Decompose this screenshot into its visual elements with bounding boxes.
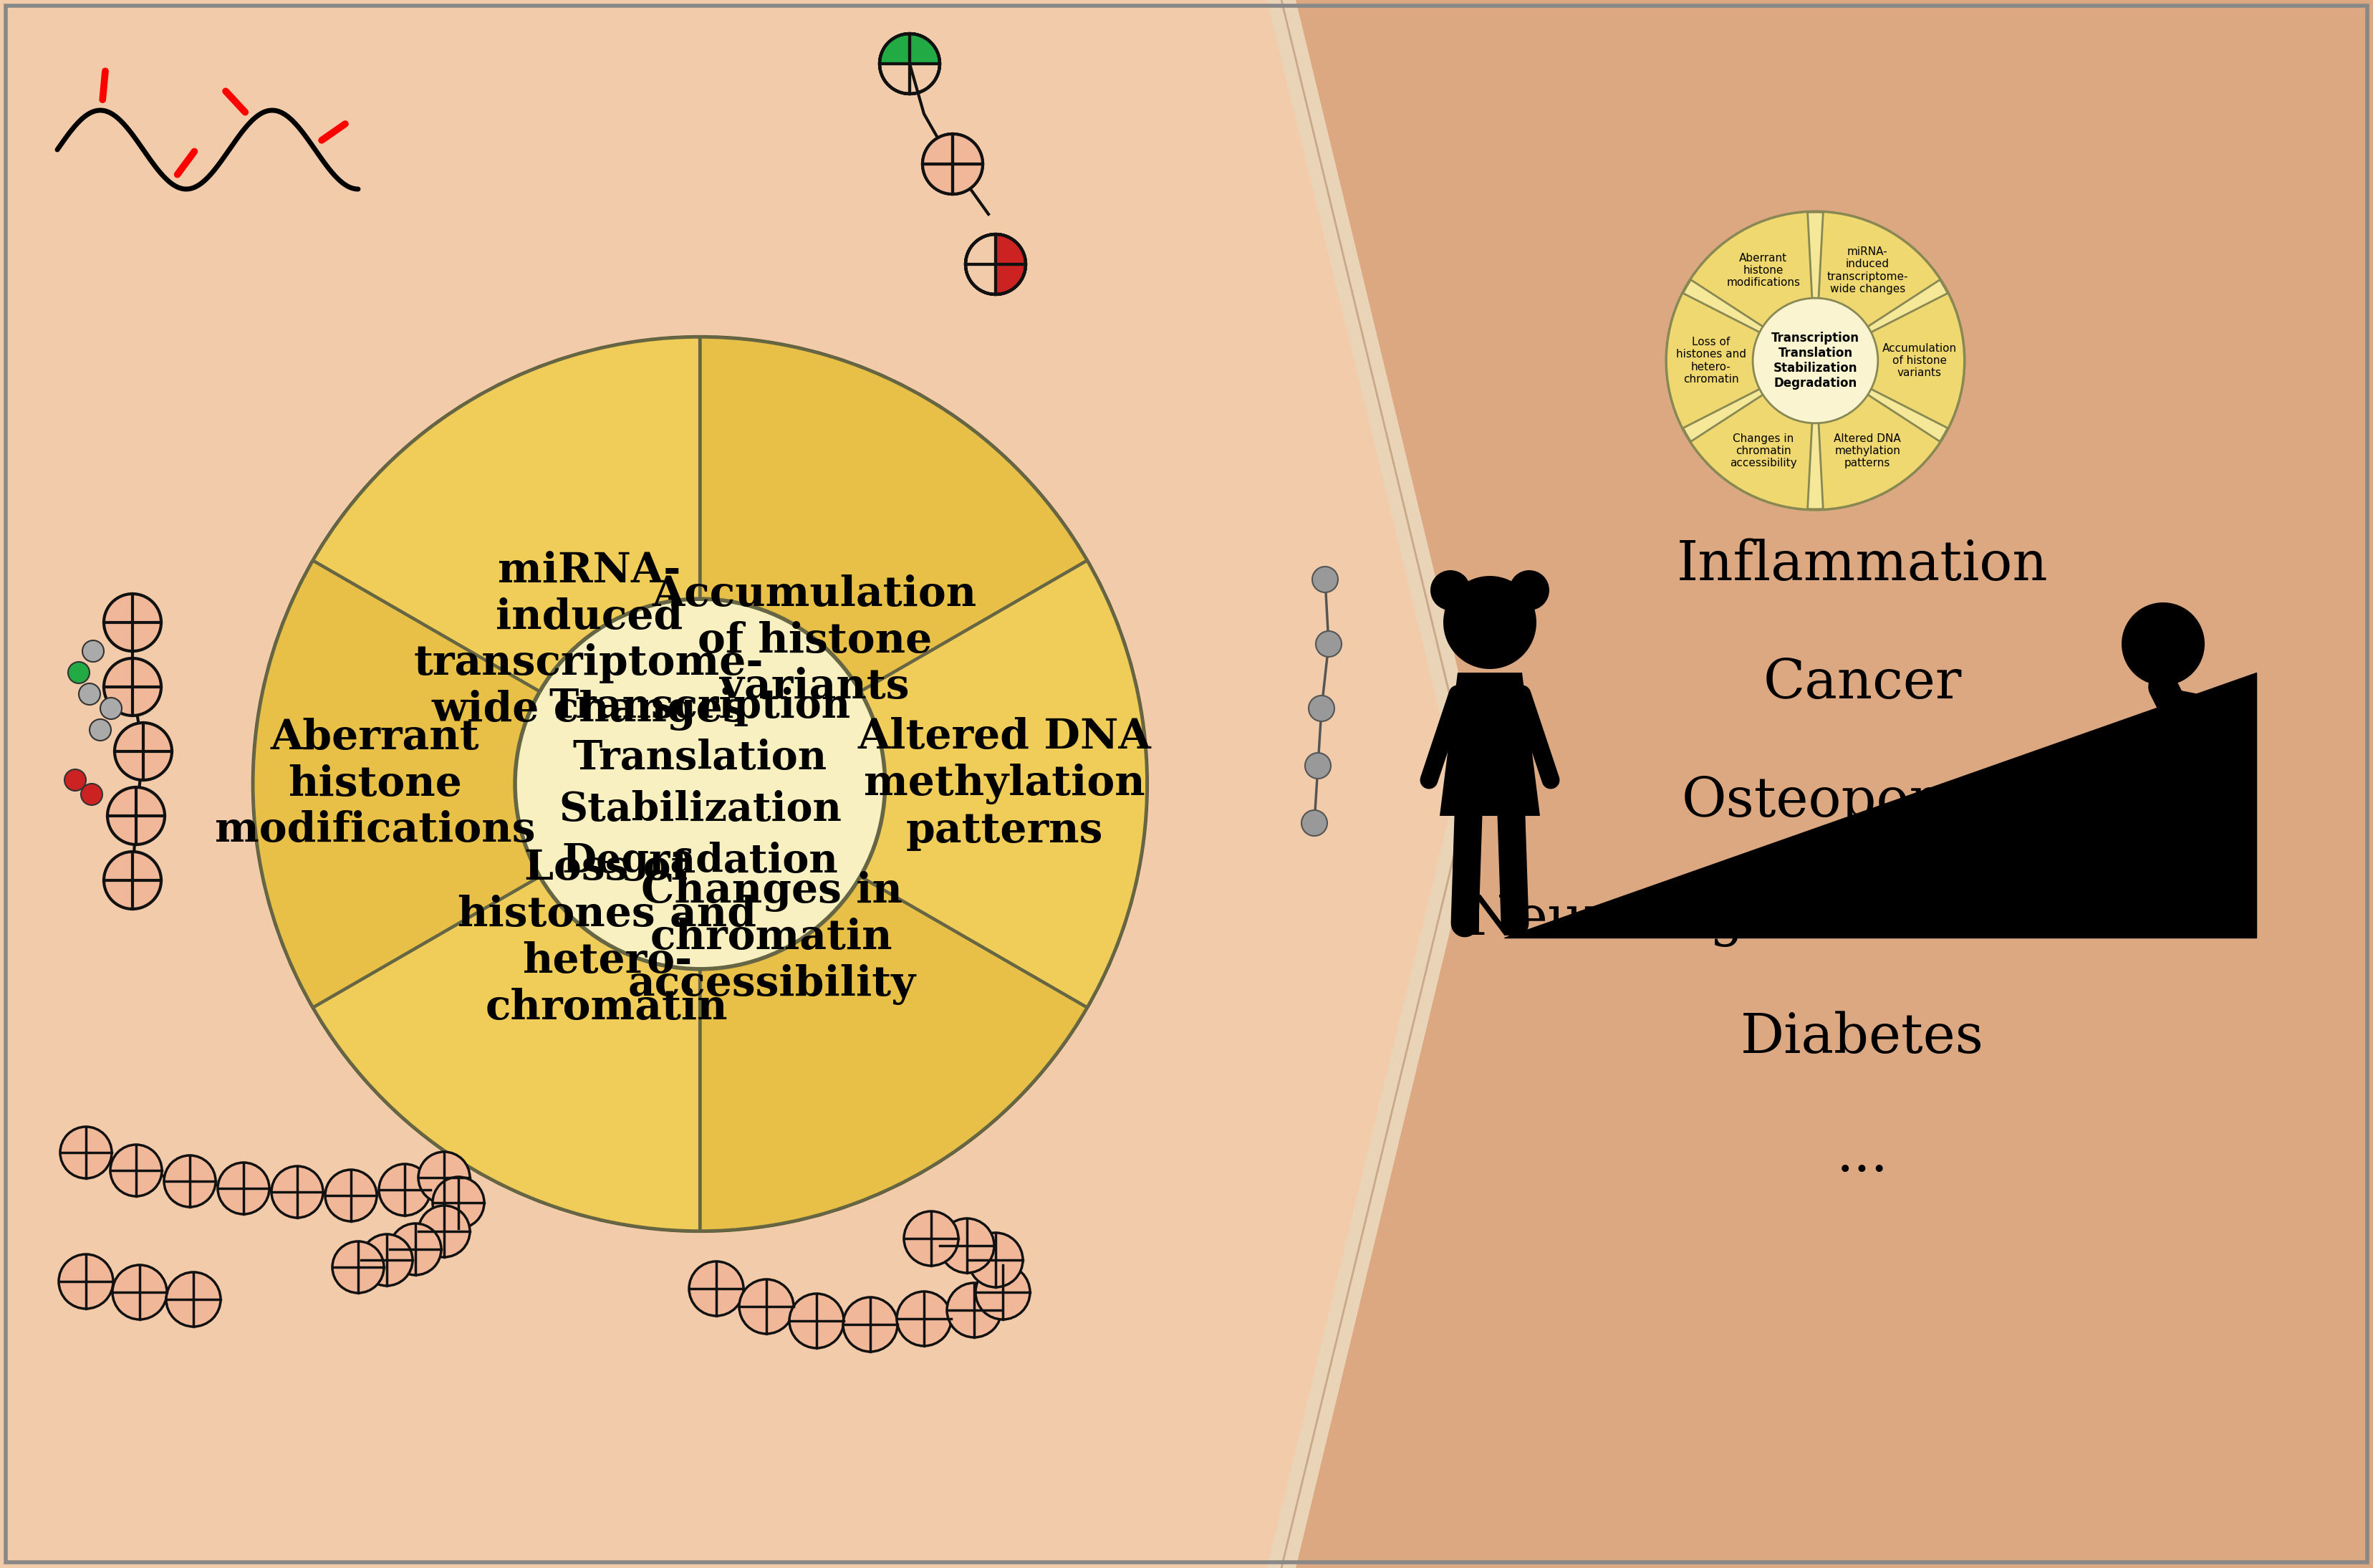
Wedge shape bbox=[880, 33, 909, 64]
Circle shape bbox=[109, 1145, 161, 1196]
Circle shape bbox=[1312, 566, 1338, 593]
Wedge shape bbox=[700, 561, 1146, 1007]
Circle shape bbox=[968, 1232, 1023, 1287]
Wedge shape bbox=[1666, 293, 1815, 428]
Wedge shape bbox=[313, 337, 700, 784]
Circle shape bbox=[1443, 575, 1535, 670]
Circle shape bbox=[64, 770, 85, 790]
Text: ...: ... bbox=[1837, 1129, 1889, 1182]
Text: Cancer: Cancer bbox=[1763, 657, 1962, 710]
Circle shape bbox=[790, 1294, 845, 1348]
Text: Osteoporosis: Osteoporosis bbox=[1682, 775, 2043, 828]
Circle shape bbox=[107, 787, 164, 845]
Circle shape bbox=[923, 133, 982, 194]
Circle shape bbox=[897, 1292, 952, 1345]
Text: Altered DNA
methylation
patterns: Altered DNA methylation patterns bbox=[857, 717, 1151, 851]
Polygon shape bbox=[1440, 673, 1540, 815]
Circle shape bbox=[164, 1156, 216, 1207]
Wedge shape bbox=[997, 265, 1025, 295]
Text: Transcription
Translation
Stabilization
Degradation: Transcription Translation Stabilization … bbox=[1770, 332, 1860, 389]
Polygon shape bbox=[1281, 0, 2373, 1568]
Circle shape bbox=[1300, 811, 1327, 836]
Wedge shape bbox=[254, 561, 700, 1007]
Circle shape bbox=[59, 1254, 114, 1309]
Circle shape bbox=[1509, 571, 1550, 610]
Circle shape bbox=[1431, 571, 1471, 610]
Text: miRNA-
induced
transcriptome-
wide changes: miRNA- induced transcriptome- wide chang… bbox=[1827, 246, 1908, 295]
Circle shape bbox=[361, 1234, 413, 1286]
Text: Changes in
chromatin
accessibility: Changes in chromatin accessibility bbox=[626, 870, 916, 1005]
Circle shape bbox=[332, 1242, 384, 1294]
Circle shape bbox=[418, 1206, 470, 1258]
Text: Aberrant
histone
modifications: Aberrant histone modifications bbox=[216, 718, 536, 850]
Circle shape bbox=[1305, 753, 1331, 779]
Circle shape bbox=[166, 1272, 221, 1327]
Text: Accumulation
of histone
variants: Accumulation of histone variants bbox=[1882, 343, 1958, 378]
Wedge shape bbox=[1815, 212, 1941, 361]
Circle shape bbox=[515, 599, 885, 969]
Circle shape bbox=[100, 698, 121, 720]
Circle shape bbox=[380, 1163, 430, 1215]
Text: Inflammation: Inflammation bbox=[1678, 539, 2048, 591]
Circle shape bbox=[78, 684, 100, 706]
Circle shape bbox=[1754, 298, 1877, 423]
Circle shape bbox=[975, 1265, 1030, 1319]
Text: Loss of
histones and
hetero-
chromatin: Loss of histones and hetero- chromatin bbox=[458, 848, 757, 1027]
Wedge shape bbox=[909, 33, 940, 64]
Polygon shape bbox=[1267, 0, 1485, 1568]
Circle shape bbox=[325, 1170, 377, 1221]
Wedge shape bbox=[997, 234, 1025, 265]
Circle shape bbox=[254, 337, 1146, 1231]
Wedge shape bbox=[1690, 361, 1815, 510]
Text: Aberrant
histone
modifications: Aberrant histone modifications bbox=[1725, 252, 1801, 289]
Polygon shape bbox=[2143, 687, 2200, 815]
Circle shape bbox=[218, 1162, 268, 1214]
Circle shape bbox=[418, 1152, 470, 1203]
Circle shape bbox=[389, 1223, 441, 1275]
Circle shape bbox=[2121, 602, 2205, 685]
Circle shape bbox=[112, 1265, 166, 1319]
Wedge shape bbox=[1815, 361, 1941, 510]
Wedge shape bbox=[700, 337, 1087, 784]
Circle shape bbox=[1308, 696, 1334, 721]
Text: Accumulation
of histone
variants: Accumulation of histone variants bbox=[653, 574, 978, 707]
Text: miRNA-
induced
transcriptome-
wide changes: miRNA- induced transcriptome- wide chang… bbox=[413, 550, 764, 731]
Circle shape bbox=[271, 1167, 323, 1218]
Text: Changes in
chromatin
accessibility: Changes in chromatin accessibility bbox=[1730, 433, 1796, 469]
Circle shape bbox=[59, 1127, 112, 1178]
Circle shape bbox=[81, 784, 102, 804]
Circle shape bbox=[1666, 212, 1965, 510]
Circle shape bbox=[104, 851, 161, 909]
Wedge shape bbox=[313, 784, 700, 1231]
Text: Altered DNA
methylation
patterns: Altered DNA methylation patterns bbox=[1834, 433, 1901, 469]
Wedge shape bbox=[1690, 212, 1815, 361]
Circle shape bbox=[90, 720, 112, 740]
Circle shape bbox=[1315, 630, 1341, 657]
Circle shape bbox=[940, 1218, 994, 1273]
Circle shape bbox=[740, 1279, 793, 1334]
Circle shape bbox=[923, 133, 982, 194]
Circle shape bbox=[114, 723, 171, 779]
Circle shape bbox=[842, 1297, 897, 1352]
Text: Diabetes: Diabetes bbox=[1739, 1011, 1984, 1065]
Circle shape bbox=[104, 594, 161, 651]
Wedge shape bbox=[1815, 293, 1965, 428]
Circle shape bbox=[432, 1178, 484, 1228]
Circle shape bbox=[688, 1261, 743, 1316]
Text: Loss of
histones and
hetero-
chromatin: Loss of histones and hetero- chromatin bbox=[1675, 337, 1747, 384]
Text: Transcription
Translation
Stabilization
Degradation: Transcription Translation Stabilization … bbox=[548, 687, 852, 881]
Circle shape bbox=[83, 640, 104, 662]
Circle shape bbox=[947, 1283, 1001, 1338]
Wedge shape bbox=[700, 784, 1087, 1231]
Circle shape bbox=[69, 662, 90, 684]
Circle shape bbox=[104, 659, 161, 715]
Polygon shape bbox=[1504, 673, 2257, 938]
Circle shape bbox=[904, 1210, 959, 1265]
Text: Neurodegenerative diseases: Neurodegenerative diseases bbox=[1469, 892, 2257, 947]
